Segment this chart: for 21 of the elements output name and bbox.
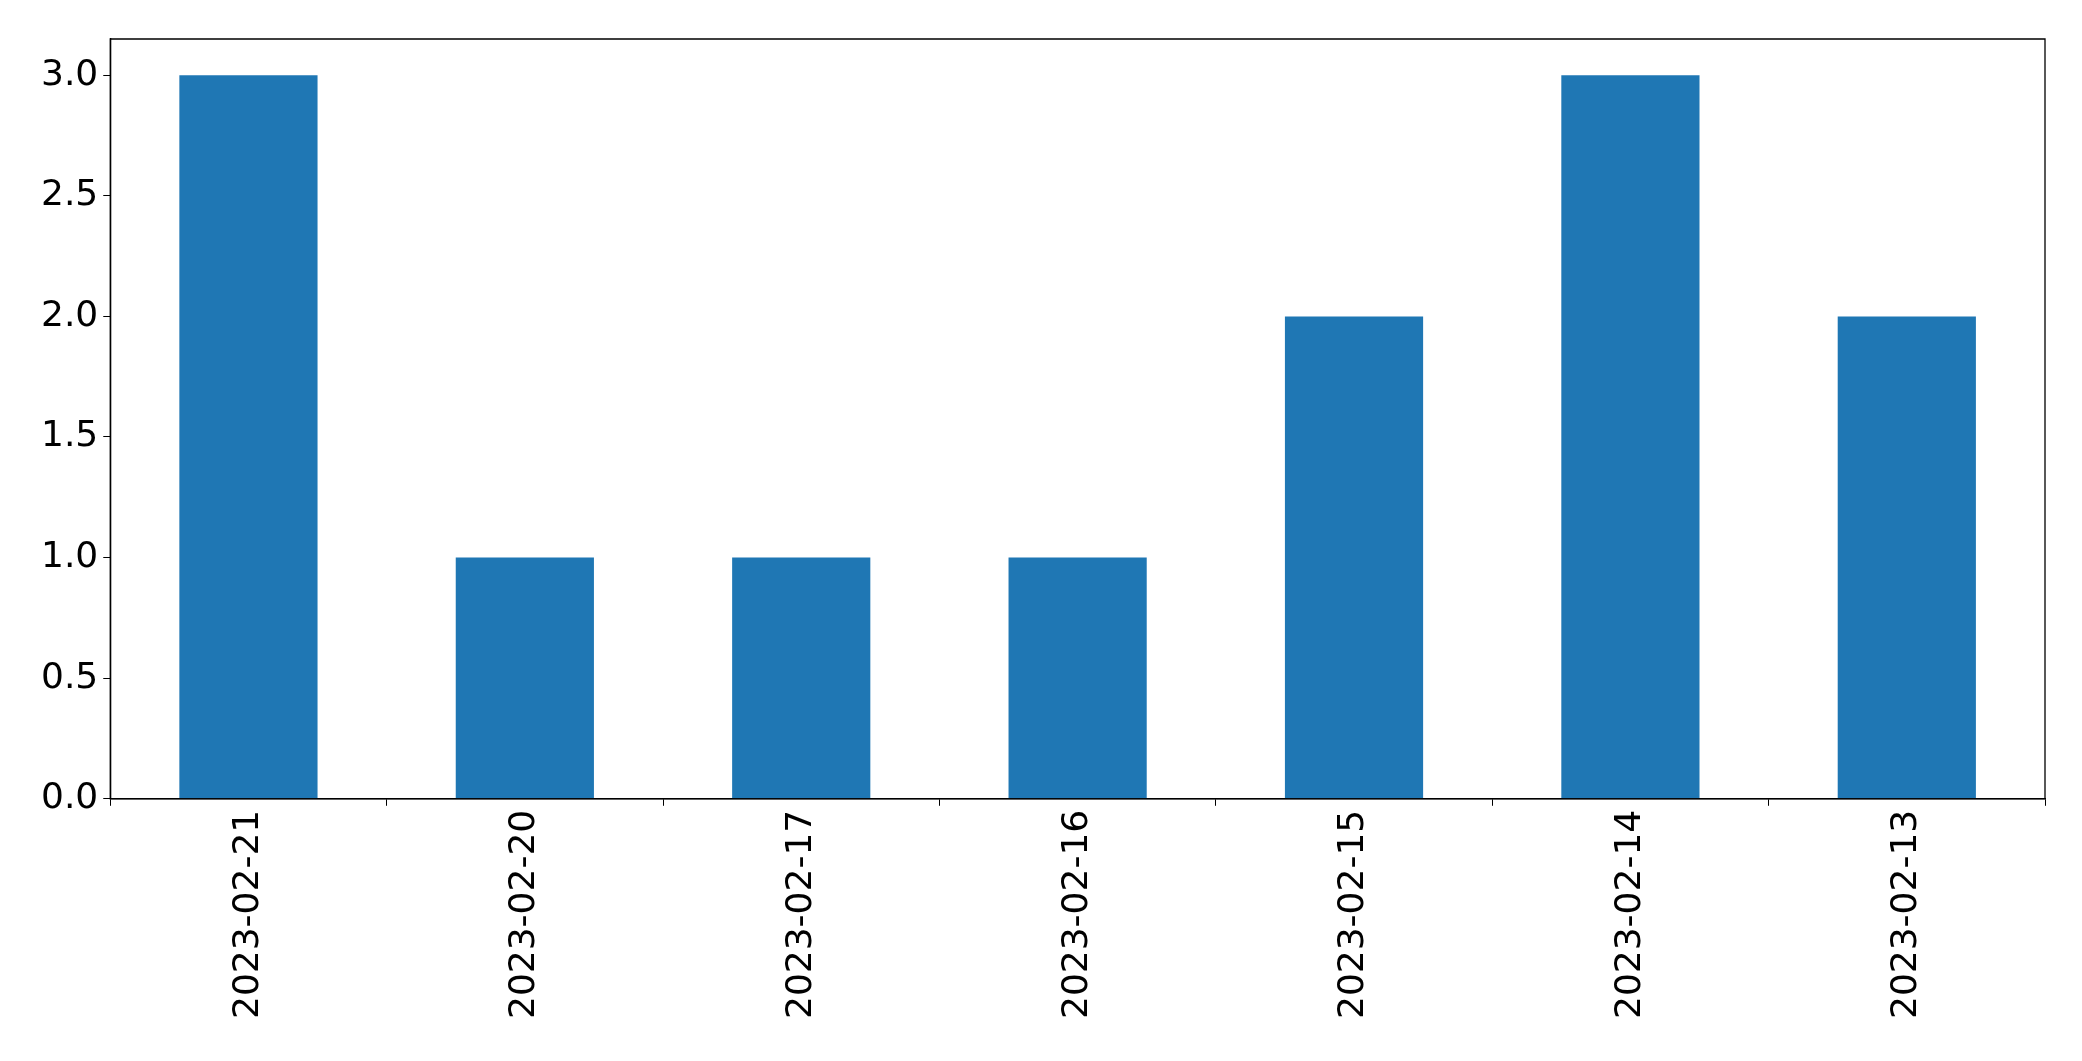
y-tick-label: 1.5 [40,413,99,455]
y-tick-label: 0.0 [40,775,99,817]
x-tick-label: 2023-02-15 [1330,809,1372,1019]
x-tick-label: 2023-02-17 [777,809,819,1019]
y-tick-label: 2.5 [40,172,99,214]
bar [1837,316,1976,799]
x-tick-label: 2023-02-20 [501,809,543,1019]
bar [1284,316,1424,799]
x-tick-label: 2023-02-14 [1606,809,1648,1019]
bar [1008,557,1147,799]
bar [732,557,871,799]
y-tick-label: 2.0 [40,292,99,334]
x-tick-label: 2023-02-16 [1053,809,1095,1019]
bar [1561,75,1700,799]
y-tick-label: 0.5 [40,654,99,696]
bar [179,75,318,799]
bar [455,557,594,799]
y-tick-label: 1.0 [40,533,99,575]
y-tick-label: 3.0 [40,51,99,93]
x-tick-label: 2023-02-13 [1883,809,1925,1019]
x-tick-label: 2023-02-21 [224,809,266,1019]
